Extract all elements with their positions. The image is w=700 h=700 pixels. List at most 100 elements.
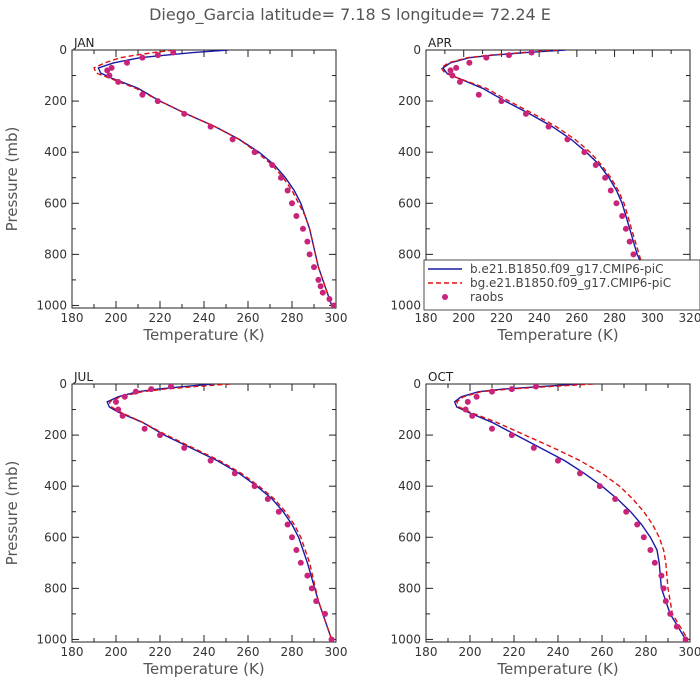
chart-1-xtick-label-7: 320 [679,311,700,325]
chart-3-xtick-label-6: 300 [679,645,700,659]
chart-0-series-2-point-21 [306,251,313,258]
chart-2-series-2-point-14 [275,508,282,515]
chart-2-series-2-point-1 [148,386,155,393]
chart-1-series-2-point-15 [602,174,609,181]
chart-2-xlabel: Temperature (K) [142,660,264,678]
chart-0-xtick-label-1: 200 [105,311,128,325]
chart-3-ytick-label-5: 1000 [390,632,421,646]
chart-3-ytick-label-4: 800 [398,581,421,595]
chart-3-frame [425,383,691,643]
chart-3-series-2-point-16 [640,534,647,541]
chart-2-series-2-point-16 [289,534,295,541]
chart-3-series-2-point-24 [682,636,689,642]
chart-3-series-2-point-8 [508,432,515,439]
chart-1-series-2-point-7 [456,78,463,85]
chart-0-panel-label: JAN [73,36,95,50]
chart-0-series-2-point-9 [154,98,161,105]
chart-2-xtick-label-6: 300 [325,645,348,659]
chart-3-series-2-point-5 [462,406,469,413]
chart-3-series-2-point-1 [508,386,515,393]
figure-title: Diego_Garcia latitude= 7.18 S longitude=… [149,5,551,25]
chart-1-xlabel: Temperature (K) [496,326,618,344]
chart-1-series-2-point-0 [528,50,535,56]
chart-0-xlabel: Temperature (K) [142,326,264,344]
chart-2-ytick-label-2: 400 [44,479,67,493]
chart-1-series-2-point-5 [447,67,454,74]
chart-2-series-2-point-0 [168,384,174,390]
chart-0-ytick-label-2: 400 [44,145,67,159]
chart-2-ytick-label-3: 600 [44,530,67,544]
chart-2-series-2-point-18 [297,559,304,566]
chart-0-ytick-label-1: 200 [44,94,67,108]
chart-0-series-2-point-16 [284,187,291,194]
chart-0-xtick-label-0: 180 [61,311,84,325]
chart-3-series-2-point-6 [469,412,476,419]
chart-0-series-2-point-13 [251,149,258,156]
chart-1-series-2-point-1 [505,52,512,59]
chart-0-series-2-point-25 [319,289,326,296]
chart-0-series-0-line [97,50,333,306]
chart-1-series-2-point-16 [607,187,614,194]
chart-0-series-2-point-2 [139,54,146,61]
chart-3-series-1-line [455,384,689,640]
chart-2-xtick-label-2: 220 [149,645,172,659]
chart-2-series-2-point-3 [121,393,128,400]
chart-2-series-0-line [106,384,333,640]
chart-2-series-2-point-2 [132,388,139,395]
chart-0-ytick-label-0: 0 [59,43,67,57]
chart-3-series-2-point-4 [464,398,471,405]
chart-3-panel-label: OCT [428,370,454,384]
chart-3-ytick-label-0: 0 [413,377,421,391]
chart-1-ytick-label-5: 1000 [390,298,421,312]
chart-0-data [93,50,336,308]
chart-2-xtick-label-4: 260 [237,645,260,659]
chart-0-series-1-line [93,50,333,306]
chart-2-series-2-point-22 [322,610,328,617]
chart-3-ytick-label-2: 400 [398,479,421,493]
chart-2-series-2-point-11 [231,470,238,477]
chart-1-series-2-point-13 [581,149,588,156]
chart-0-xtick-label-3: 240 [193,311,216,325]
chart-1-series-2-point-2 [483,54,490,61]
chart-1-legend-label-0: b.e21.B1850.f09_g17.CMIP6-piC [470,262,663,276]
chart-0-series-2-point-6 [106,72,113,79]
chart-1-xtick-label-5: 280 [603,311,626,325]
chart-1-xtick-label-4: 260 [565,311,588,325]
chart-1-series-2-point-10 [522,110,529,117]
chart-3-series-2-point-21 [662,598,669,605]
chart-3-series-2-point-23 [673,623,680,630]
chart-0-series-2-point-5 [104,67,111,74]
chart-0-xtick-label-5: 280 [281,311,304,325]
chart-0-series-2-point-11 [207,123,214,130]
chart-1-ytick-label-0: 0 [413,43,421,57]
chart-2-data [106,384,335,642]
chart-3-xtick-label-5: 280 [635,645,658,659]
chart-0-ytick-label-5: 1000 [36,298,67,312]
chart-1-legend-swatch-2 [442,294,448,300]
chart-1-xtick-label-1: 200 [452,311,475,325]
chart-1-series-2-point-17 [613,200,620,207]
chart-2-panel-label: JUL [73,370,93,384]
chart-3-series-2-point-12 [596,483,603,490]
chart-3-series-2-point-9 [530,444,537,451]
chart-0-panel: 180 200 220 240 260 280 300 0 200 400 600 800 1000 JA… [3,36,347,344]
chart-0-series-2-point-8 [139,91,146,98]
chart-0-series-2-point-0 [170,50,177,56]
chart-1-series-2-point-3 [466,59,473,66]
chart-0-frame [71,49,337,309]
chart-2-ytick-label-1: 200 [44,428,67,442]
chart-0-ytick-label-3: 600 [44,196,67,210]
chart-2-series-2-point-19 [304,572,311,579]
chart-0-series-2-point-22 [311,264,317,271]
chart-3-xtick-label-0: 180 [415,645,438,659]
chart-0-ytick-label-4: 800 [44,247,67,261]
chart-1-ytick-label-2: 400 [398,145,421,159]
chart-2-series-2-point-7 [141,425,148,432]
chart-3-panel: 180 200 220 240 260 280 300 0 200 400 600 800 1000 OC… [390,370,700,678]
chart-3-series-2-point-10 [555,457,561,464]
chart-3-series-0-line [453,384,687,640]
chart-0-series-2-point-3 [124,59,130,66]
chart-0-series-2-point-23 [315,276,322,283]
chart-1-legend-label-2: raobs [470,290,504,304]
chart-3-data [453,384,689,642]
